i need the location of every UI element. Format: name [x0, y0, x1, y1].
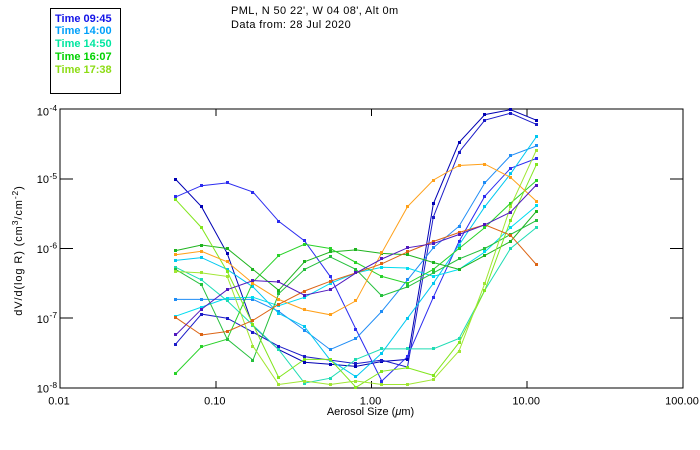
svg-text:0.01: 0.01 [48, 396, 69, 408]
svg-text:10: 10 [37, 314, 49, 326]
svg-text:-6: -6 [50, 241, 58, 251]
svg-text:10.00: 10.00 [512, 396, 540, 408]
svg-text:10: 10 [37, 384, 49, 396]
svg-text:Aerosol Size (μm): Aerosol Size (μm) [327, 406, 414, 418]
svg-text:10: 10 [37, 174, 49, 186]
svg-text:1.00: 1.00 [360, 396, 381, 408]
svg-text:0.10: 0.10 [204, 396, 225, 408]
svg-text:dV/d(log R) (cm3/cm-2): dV/d(log R) (cm3/cm-2) [10, 185, 25, 316]
svg-text:10: 10 [37, 107, 49, 119]
svg-text:-5: -5 [50, 171, 58, 181]
svg-text:-8: -8 [50, 380, 58, 390]
svg-text:100.00: 100.00 [665, 396, 699, 408]
svg-text:-7: -7 [50, 310, 58, 320]
svg-text:10: 10 [37, 244, 49, 256]
svg-text:-4: -4 [50, 103, 58, 113]
